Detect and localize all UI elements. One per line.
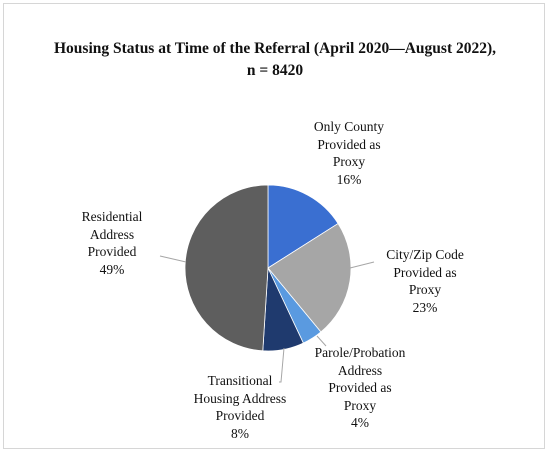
leader-line-residential [159,255,187,263]
chart-title: Housing Status at Time of the Referral (… [0,38,550,82]
slice-label-parole-probation: Parole/Probation Address Provided as Pro… [314,345,406,430]
slice-label-transitional-housing: Transitional Housing Address Provided 8% [193,373,287,441]
chart-title-line-2: n = 8420 [246,62,304,79]
leader-line-transitional-housing [279,347,285,383]
pie-slice-residential [184,184,269,352]
slice-label-residential: Residential Address Provided 49% [81,209,143,277]
pie-slice-only-county [267,184,339,269]
pie-slice-city-zip [267,222,352,333]
leader-line-parole-probation [316,335,327,347]
leader-line-city-zip [349,261,375,269]
chart-title-line-1: Housing Status at Time of the Referral (… [53,40,497,57]
slice-label-only-county: Only County Provided as Proxy 16% [313,119,385,187]
slice-label-city-zip: City/Zip Code Provided as Proxy 23% [386,247,464,315]
